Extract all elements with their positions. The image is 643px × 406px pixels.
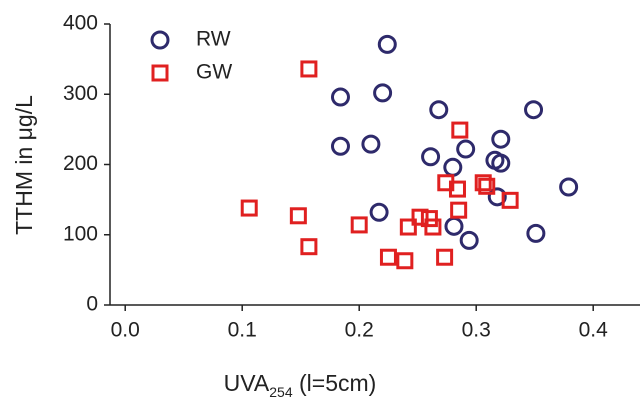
x-label-main: UVA	[224, 370, 270, 396]
point	[373, 83, 393, 103]
x-label-rest: (l=5cm)	[293, 370, 377, 396]
x-tick-label: 0.4	[579, 319, 609, 342]
point	[474, 174, 492, 192]
point	[421, 147, 441, 167]
point	[436, 248, 454, 266]
x-axis-label: UVA254 (l=5cm)	[224, 370, 377, 400]
point	[330, 87, 350, 107]
y-tick-label: 200	[63, 152, 98, 175]
point	[491, 129, 511, 149]
x-label-sub: 254	[269, 384, 293, 400]
x-tick-label: 0.2	[345, 319, 374, 342]
legend-marker	[150, 30, 170, 50]
point	[361, 134, 381, 154]
legend-marker	[151, 64, 169, 82]
point	[456, 139, 476, 159]
point	[379, 248, 397, 266]
point	[501, 191, 519, 209]
point	[396, 252, 414, 270]
point	[478, 177, 496, 195]
y-axis-label: TTHM in μg/L	[11, 95, 37, 235]
legend-label: RW	[196, 28, 231, 51]
legend-label: GW	[196, 61, 232, 84]
point	[424, 218, 442, 236]
point	[411, 208, 429, 226]
point	[487, 187, 507, 207]
x-tick-label: 0.1	[228, 319, 257, 342]
point	[300, 60, 318, 78]
y-tick-label: 100	[63, 222, 98, 245]
point	[350, 216, 368, 234]
point	[559, 177, 579, 197]
point	[443, 157, 463, 177]
x-tick-label: 0.3	[462, 319, 491, 342]
point	[448, 180, 466, 198]
y-tick-label: 400	[63, 12, 98, 35]
x-tick-label: 0.0	[111, 319, 140, 342]
point	[399, 218, 417, 236]
point	[450, 201, 468, 219]
point	[377, 34, 397, 54]
y-tick-label: 0	[86, 293, 98, 316]
point	[369, 202, 389, 222]
point	[429, 100, 449, 120]
point	[459, 230, 479, 250]
point	[526, 223, 546, 243]
point	[491, 153, 511, 173]
point	[330, 136, 350, 156]
point	[444, 216, 464, 236]
point	[300, 238, 318, 256]
y-tick-label: 300	[63, 82, 98, 105]
point	[524, 100, 544, 120]
point	[289, 207, 307, 225]
point	[240, 199, 258, 217]
point	[451, 121, 469, 139]
